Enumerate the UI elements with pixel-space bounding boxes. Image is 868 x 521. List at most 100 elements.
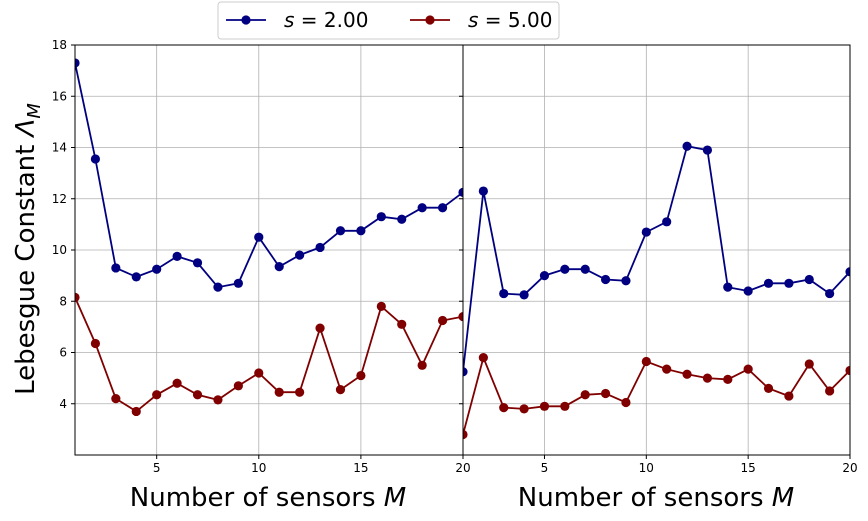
x-tick-label: 10 — [639, 461, 654, 475]
data-point — [417, 360, 427, 370]
data-point — [397, 319, 407, 329]
data-point — [580, 390, 590, 400]
y-tick-label: 6 — [59, 346, 67, 360]
data-point — [539, 401, 550, 411]
legend-entry-s5: s = 5.00 — [410, 8, 552, 32]
right-panel: 5 10 15 20 — [459, 44, 858, 475]
data-point — [702, 373, 713, 383]
y-tick-label: 16 — [52, 89, 67, 103]
legend-label: s = 2.00 — [284, 8, 368, 32]
y-tick-label: 14 — [52, 141, 67, 155]
data-point — [845, 267, 850, 277]
data-point — [478, 186, 488, 196]
x-tick-label: 5 — [153, 461, 161, 475]
data-point — [233, 381, 243, 391]
series-s5 — [463, 353, 850, 440]
data-point — [825, 386, 835, 396]
legend-entry-s2: s = 2.00 — [226, 8, 368, 32]
data-point — [254, 368, 264, 378]
data-point — [641, 227, 651, 237]
data-point — [621, 397, 631, 408]
data-point — [274, 262, 284, 272]
data-point — [458, 187, 463, 197]
data-point — [743, 364, 753, 374]
data-point — [90, 338, 101, 349]
data-point — [463, 367, 468, 377]
data-point — [152, 264, 162, 274]
series-line — [463, 145, 850, 372]
data-point — [437, 203, 448, 213]
data-point — [295, 387, 305, 397]
data-point — [478, 353, 488, 363]
data-point — [111, 263, 121, 273]
legend-marker — [241, 15, 251, 25]
data-point — [335, 385, 346, 395]
data-point — [295, 250, 305, 260]
series-group — [75, 58, 463, 417]
data-point — [463, 429, 468, 440]
legend-box — [217, 1, 560, 40]
data-point — [519, 404, 529, 414]
data-point — [702, 145, 713, 155]
data-point — [172, 378, 182, 388]
data-point — [682, 141, 692, 151]
x-tick-label: 20 — [842, 461, 857, 475]
left-panel: 5 10 15 20 4 6 8 10 12 14 16 18 — [52, 38, 471, 475]
y-tick-label: 10 — [52, 243, 67, 257]
data-point — [458, 312, 463, 322]
data-point — [641, 356, 651, 367]
legend: s = 2.00 s = 5.00 — [217, 1, 560, 40]
data-point — [131, 406, 141, 417]
data-point — [519, 290, 529, 300]
data-point — [397, 214, 407, 224]
data-point — [376, 301, 386, 311]
data-point — [356, 226, 366, 236]
data-point — [682, 369, 692, 379]
x-tick-label: 10 — [251, 461, 266, 475]
data-point — [274, 387, 284, 397]
data-point — [621, 276, 631, 286]
x-tick-label: 15 — [741, 461, 756, 475]
data-point — [315, 242, 325, 253]
data-point — [499, 288, 509, 299]
data-point — [192, 390, 203, 400]
data-point — [75, 292, 80, 303]
data-point — [662, 364, 672, 374]
x-axis-title-left: Number of sensors M — [130, 483, 406, 513]
data-point — [600, 388, 611, 399]
series-s2 — [463, 141, 850, 377]
data-point — [784, 391, 794, 401]
y-tick-label: 12 — [52, 192, 67, 206]
data-point — [111, 394, 121, 404]
data-point — [804, 359, 814, 369]
data-point — [723, 374, 733, 385]
data-point — [743, 286, 753, 296]
data-point — [763, 278, 774, 288]
data-point — [560, 264, 570, 274]
data-point — [417, 203, 427, 213]
data-point — [90, 154, 101, 164]
y-tick-label: 8 — [59, 294, 67, 308]
y-axis-title: Lebesgue Constant ΛM — [11, 103, 45, 395]
series-s2 — [75, 58, 463, 292]
data-point — [335, 226, 346, 236]
legend-marker — [425, 15, 435, 25]
x-tick-label: 5 — [541, 461, 549, 475]
data-point — [315, 323, 325, 333]
data-point — [376, 212, 386, 222]
data-point — [356, 370, 366, 381]
y-tick-label: 4 — [59, 397, 67, 411]
data-point — [213, 282, 223, 292]
series-s5 — [75, 292, 463, 417]
data-point — [763, 383, 774, 393]
x-tick-label: 15 — [353, 461, 368, 475]
data-point — [845, 365, 850, 376]
data-point — [437, 315, 448, 326]
data-point — [539, 271, 550, 281]
data-point — [600, 274, 611, 285]
data-point — [131, 272, 141, 282]
data-point — [75, 58, 80, 68]
data-point — [662, 217, 672, 227]
x-tick-label: 20 — [455, 461, 470, 475]
series-group — [463, 141, 850, 440]
